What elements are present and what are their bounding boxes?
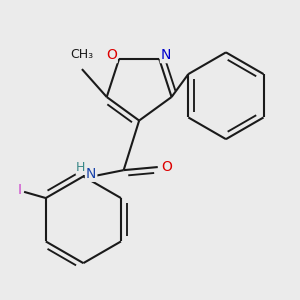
Text: N: N [161,48,171,62]
Text: CH₃: CH₃ [70,48,94,62]
Text: O: O [106,48,117,62]
Text: N: N [86,167,96,181]
Text: I: I [17,183,21,197]
Text: H: H [76,161,86,175]
Text: O: O [162,160,172,174]
